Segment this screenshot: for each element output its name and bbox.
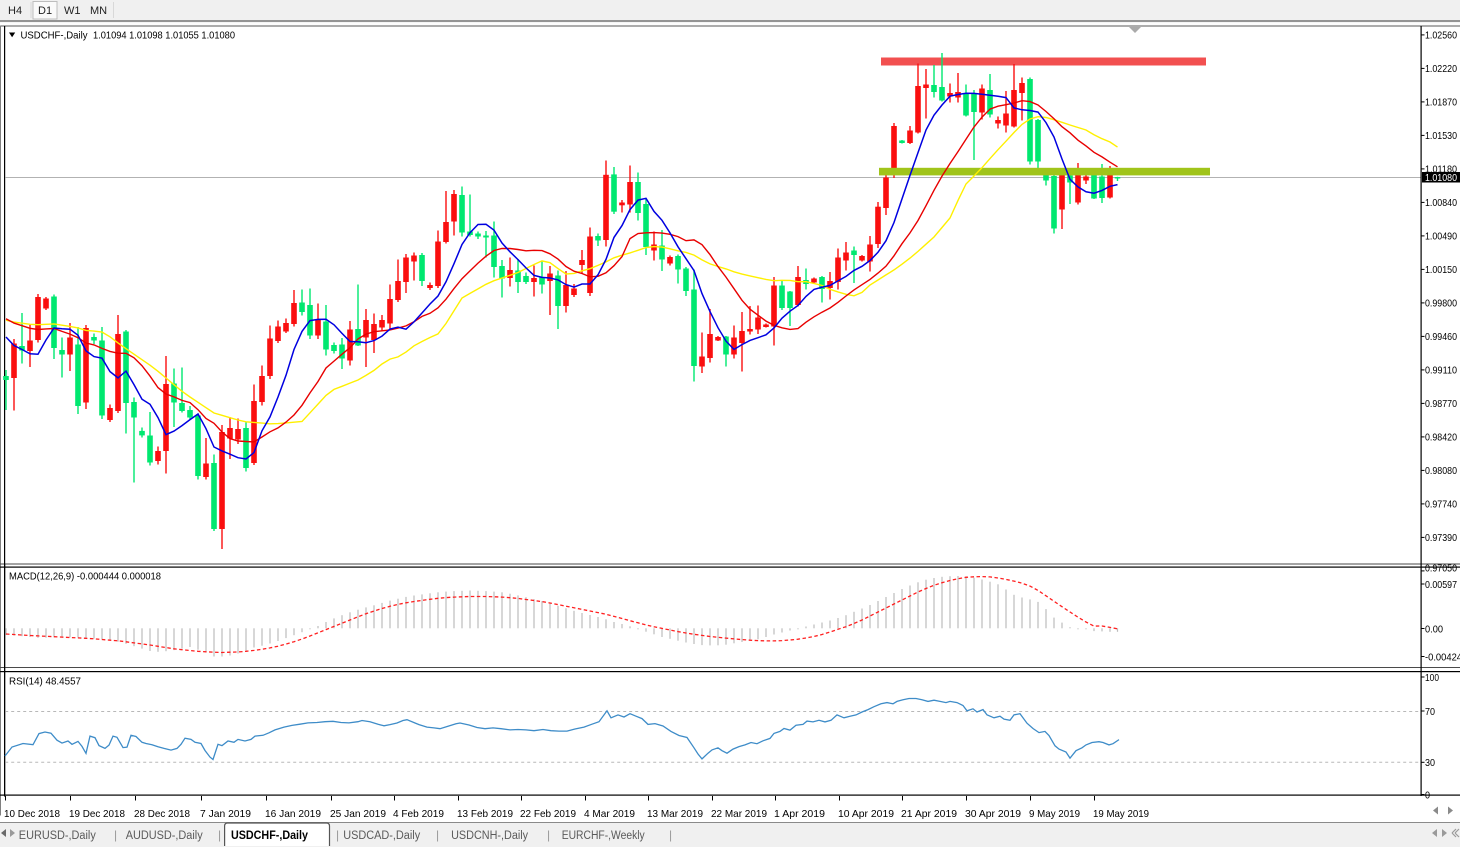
svg-text:9 May 2019: 9 May 2019	[1029, 808, 1080, 820]
svg-text:1.00150: 1.00150	[1425, 264, 1457, 276]
svg-text:13 Mar 2019: 13 Mar 2019	[647, 808, 703, 820]
svg-text:|: |	[436, 828, 439, 842]
svg-text:H4: H4	[8, 5, 22, 17]
svg-text:22 Mar 2019: 22 Mar 2019	[711, 808, 767, 820]
svg-text:USDCHF-,Daily: USDCHF-,Daily	[231, 830, 309, 842]
svg-text:13 Feb 2019: 13 Feb 2019	[457, 808, 513, 820]
svg-text:USDCHF-,Daily: USDCHF-,Daily	[21, 30, 89, 42]
svg-text:1.01870: 1.01870	[1425, 97, 1457, 109]
svg-text:1.00840: 1.00840	[1425, 197, 1457, 209]
svg-text:|: |	[336, 828, 339, 842]
svg-text:0.00597: 0.00597	[1425, 579, 1457, 591]
svg-text:0.97390: 0.97390	[1425, 532, 1457, 544]
svg-text:RSI(14) 48.4557: RSI(14) 48.4557	[9, 676, 81, 688]
svg-text:-0.00424: -0.00424	[1425, 651, 1460, 663]
svg-text:25 Jan 2019: 25 Jan 2019	[330, 808, 386, 820]
svg-text:0.00: 0.00	[1425, 623, 1443, 635]
svg-text:4 Feb 2019: 4 Feb 2019	[393, 808, 444, 820]
svg-text:1.02560: 1.02560	[1425, 30, 1457, 42]
svg-text:0.99460: 0.99460	[1425, 331, 1457, 343]
svg-text:USDCAD-,Daily: USDCAD-,Daily	[343, 830, 420, 842]
svg-text:30: 30	[1425, 757, 1435, 769]
svg-text:|: |	[669, 828, 672, 842]
svg-text:0.97050: 0.97050	[1425, 562, 1457, 574]
svg-text:10 Dec 2018: 10 Dec 2018	[4, 808, 60, 820]
svg-text:|: |	[218, 828, 221, 842]
svg-text:|: |	[547, 828, 550, 842]
svg-text:1.01094 1.01098 1.01055 1.0108: 1.01094 1.01098 1.01055 1.01080	[93, 30, 235, 42]
svg-text:0.98080: 0.98080	[1425, 465, 1457, 477]
svg-text:0.98420: 0.98420	[1425, 432, 1457, 444]
svg-text:10 Apr 2019: 10 Apr 2019	[838, 808, 894, 820]
svg-text:100: 100	[1425, 672, 1439, 684]
svg-text:EURUSD-,Daily: EURUSD-,Daily	[19, 830, 96, 842]
svg-text:28 Dec 2018: 28 Dec 2018	[134, 808, 190, 820]
svg-text:1 Apr 2019: 1 Apr 2019	[774, 808, 825, 820]
svg-text:0.99110: 0.99110	[1425, 365, 1457, 377]
svg-text:MN: MN	[90, 5, 107, 17]
svg-text:7 Jan 2019: 7 Jan 2019	[200, 808, 251, 820]
svg-text:21 Apr 2019: 21 Apr 2019	[901, 808, 957, 820]
svg-text:USDCNH-,Daily: USDCNH-,Daily	[451, 830, 528, 842]
svg-text:0.98770: 0.98770	[1425, 398, 1457, 410]
svg-text:1.00490: 1.00490	[1425, 231, 1457, 243]
svg-text:0: 0	[1425, 789, 1430, 801]
svg-text:EURCHF-,Weekly: EURCHF-,Weekly	[562, 830, 645, 842]
svg-text:1.01530: 1.01530	[1425, 130, 1457, 142]
svg-text:1.02220: 1.02220	[1425, 63, 1457, 75]
svg-text:4 Mar 2019: 4 Mar 2019	[584, 808, 635, 820]
svg-text:AUDUSD-,Daily: AUDUSD-,Daily	[126, 830, 203, 842]
svg-text:19 May 2019: 19 May 2019	[1093, 808, 1149, 820]
svg-text:MACD(12,26,9) -0.000444 0.0000: MACD(12,26,9) -0.000444 0.000018	[9, 571, 161, 583]
svg-text:22 Feb 2019: 22 Feb 2019	[520, 808, 576, 820]
svg-text:16 Jan 2019: 16 Jan 2019	[265, 808, 321, 820]
svg-text:1.01080: 1.01080	[1425, 172, 1457, 184]
svg-text:0.99800: 0.99800	[1425, 298, 1457, 310]
svg-text:W1: W1	[64, 5, 81, 17]
svg-text:19 Dec 2018: 19 Dec 2018	[69, 808, 125, 820]
svg-text:70: 70	[1425, 706, 1435, 718]
svg-text:0.97740: 0.97740	[1425, 499, 1457, 511]
svg-text:30 Apr 2019: 30 Apr 2019	[965, 808, 1021, 820]
svg-text:D1: D1	[38, 5, 52, 17]
svg-text:|: |	[114, 828, 117, 842]
